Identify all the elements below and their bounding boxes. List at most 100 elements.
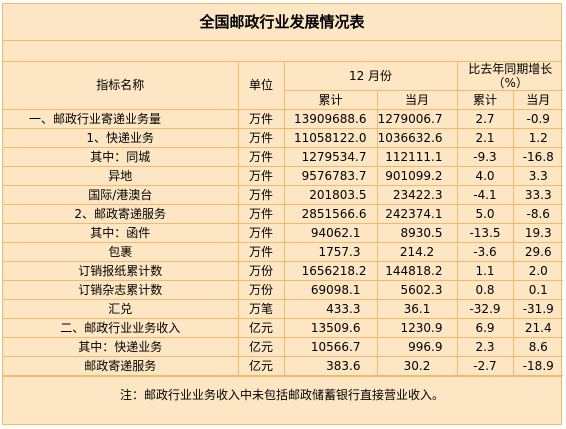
table-row: 包裹 万件 1757.3 214.2 -3.6 29.6 [3, 242, 563, 262]
row-yoy-cum: 2.1 [456, 128, 514, 148]
row-name: 一、邮政行业寄递业务量 [3, 109, 239, 129]
row-yoy-month: -16.8 [512, 147, 563, 167]
row-yoy-month: 19.3 [512, 223, 563, 243]
table-row: 一、邮政行业寄递业务量 万件 13909688.6 1279006.7 2.7 … [3, 109, 563, 129]
header-yoy-cumulative: 累计 [456, 90, 514, 110]
row-yoy-month: 3.3 [512, 166, 563, 186]
report-table-frame: 全国邮政行业发展情况表 指标名称 单位 12 月份 比去年同期增长（%） 累计 … [2, 3, 563, 425]
header-yoy-current-month: 当月 [512, 90, 563, 110]
row-unit: 万份 [237, 280, 285, 300]
row-unit: 亿元 [237, 318, 285, 338]
row-cumulative: 13909688.6 [283, 109, 378, 129]
row-name: 订销报纸累计数 [3, 261, 239, 281]
header-yoy-group: 比去年同期增长（%） [456, 62, 563, 91]
row-yoy-month: -8.6 [512, 204, 563, 224]
table-row: 其中：同城 万件 1279534.7 112111.1 -9.3 -16.8 [3, 147, 563, 167]
row-name: 订销杂志累计数 [3, 280, 239, 300]
table-row: 异地 万件 9576783.7 901099.2 4.0 3.3 [3, 166, 563, 186]
row-yoy-cum: 5.0 [456, 204, 514, 224]
row-month: 144818.2 [376, 261, 458, 281]
row-unit: 万件 [237, 128, 285, 148]
row-name: 1、快递业务 [3, 128, 239, 148]
row-unit: 万份 [237, 261, 285, 281]
row-yoy-month: 21.4 [512, 318, 563, 338]
row-cumulative: 94062.1 [283, 223, 378, 243]
row-name: 汇兑 [3, 299, 239, 319]
row-unit: 万件 [237, 166, 285, 186]
row-yoy-month: 29.6 [512, 242, 563, 262]
table-row: 国际/港澳台 万件 201803.5 23422.3 -4.1 33.3 [3, 185, 563, 205]
row-name: 其中：同城 [3, 147, 239, 167]
header-cumulative: 累计 [284, 90, 378, 110]
header-indicator: 指标名称 [3, 62, 239, 110]
row-month: 112111.1 [376, 147, 458, 167]
row-cumulative: 1757.3 [283, 242, 378, 262]
row-name: 国际/港澳台 [3, 185, 239, 205]
row-yoy-month: -18.9 [512, 356, 563, 376]
row-yoy-cum: 2.3 [456, 337, 514, 357]
row-month: 242374.1 [376, 204, 458, 224]
row-yoy-cum: -32.9 [456, 299, 514, 319]
row-month: 1230.9 [376, 318, 458, 338]
row-month: 8930.5 [376, 223, 458, 243]
row-month: 30.2 [376, 356, 458, 376]
row-month: 1036632.6 [376, 128, 458, 148]
row-yoy-cum: 1.1 [456, 261, 514, 281]
row-month: 901099.2 [376, 166, 458, 186]
table-row: 2、邮政寄递服务 万件 2851566.6 242374.1 5.0 -8.6 [3, 204, 563, 224]
row-unit: 万件 [237, 204, 285, 224]
row-yoy-month: 33.3 [512, 185, 563, 205]
row-name: 其中：快递业务 [3, 337, 239, 357]
row-yoy-month: 2.0 [512, 261, 563, 281]
table-footnote: 注：邮政行业业务收入中未包括邮政储蓄银行直接营业收入。 [3, 376, 561, 413]
row-yoy-cum: -3.6 [456, 242, 514, 262]
row-yoy-cum: -4.1 [456, 185, 514, 205]
row-cumulative: 1656218.2 [283, 261, 378, 281]
table-row: 其中：函件 万件 94062.1 8930.5 -13.5 19.3 [3, 223, 563, 243]
row-cumulative: 433.3 [283, 299, 378, 319]
table-row: 1、快递业务 万件 11058122.0 1036632.6 2.1 1.2 [3, 128, 563, 148]
row-month: 36.1 [376, 299, 458, 319]
row-month: 996.9 [376, 337, 458, 357]
row-yoy-month: 1.2 [512, 128, 563, 148]
row-yoy-cum: -9.3 [456, 147, 514, 167]
row-unit: 万件 [237, 223, 285, 243]
row-cumulative: 10566.7 [283, 337, 378, 357]
table-title: 全国邮政行业发展情况表 [3, 4, 561, 41]
header-unit: 单位 [237, 62, 285, 110]
row-yoy-cum: -13.5 [456, 223, 514, 243]
row-yoy-cum: 2.7 [456, 109, 514, 129]
row-yoy-cum: 4.0 [456, 166, 514, 186]
row-unit: 亿元 [237, 337, 285, 357]
row-unit: 万件 [237, 147, 285, 167]
row-unit: 亿元 [237, 356, 285, 376]
row-yoy-month: -31.9 [512, 299, 563, 319]
header-current-month: 当月 [376, 90, 458, 110]
row-yoy-month: 8.6 [512, 337, 563, 357]
row-cumulative: 1279534.7 [283, 147, 378, 167]
row-name: 2、邮政寄递服务 [3, 204, 239, 224]
header-month-group: 12 月份 [283, 62, 458, 91]
row-name: 其中：函件 [3, 223, 239, 243]
row-month: 23422.3 [376, 185, 458, 205]
table-row: 邮政寄递服务 亿元 383.6 30.2 -2.7 -18.9 [3, 356, 563, 376]
row-name: 异地 [3, 166, 239, 186]
row-cumulative: 11058122.0 [283, 128, 378, 148]
row-name: 包裹 [3, 242, 239, 262]
table-row: 其中：快递业务 亿元 10566.7 996.9 2.3 8.6 [3, 337, 563, 357]
header-row-1: 指标名称 单位 12 月份 比去年同期增长（%） [3, 62, 563, 110]
table-row: 订销报纸累计数 万份 1656218.2 144818.2 1.1 2.0 [3, 261, 563, 281]
table-row: 汇兑 万笔 433.3 36.1 -32.9 -31.9 [3, 299, 563, 319]
row-unit: 万件 [237, 242, 285, 262]
row-cumulative: 383.6 [283, 356, 378, 376]
row-yoy-month: 0.1 [512, 280, 563, 300]
row-cumulative: 69098.1 [283, 280, 378, 300]
row-cumulative: 2851566.6 [283, 204, 378, 224]
row-unit: 万笔 [237, 299, 285, 319]
row-name: 二、邮政行业业务收入 [3, 318, 239, 338]
row-month: 5602.3 [376, 280, 458, 300]
row-cumulative: 13509.6 [283, 318, 378, 338]
row-unit: 万件 [237, 185, 285, 205]
row-yoy-month: -0.9 [512, 109, 563, 129]
row-month: 214.2 [376, 242, 458, 262]
